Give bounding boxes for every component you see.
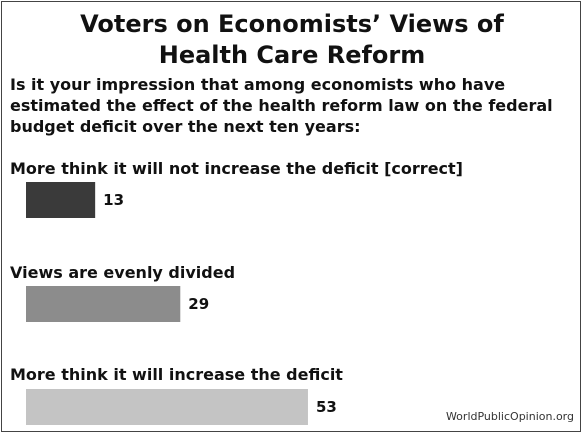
category-label-more-think-it-will-increase-the-deficit: More think it will increase the deficit <box>10 365 343 384</box>
bar-views-are-evenly-divided <box>26 286 181 322</box>
value-label-more-think-it-will-not-increase-the-defi: 13 <box>103 191 124 209</box>
value-label-more-think-it-will-increase-the-deficit: 53 <box>316 398 337 416</box>
chart-title-line-1: Voters on Economists’ Views of <box>80 10 504 38</box>
category-label-more-think-it-will-not-increase-the-defi: More think it will not increase the defi… <box>10 159 463 178</box>
chart-title-line-2: Health Care Reform <box>158 41 426 69</box>
value-label-views-are-evenly-divided: 29 <box>188 295 209 313</box>
survey-question: Is it your impression that among economi… <box>10 75 553 136</box>
category-label-views-are-evenly-divided: Views are evenly divided <box>10 263 235 282</box>
source-credit: WorldPublicOpinion.org <box>445 410 574 423</box>
bar-more-think-it-will-increase-the-deficit <box>26 389 308 425</box>
bar-more-think-it-will-not-increase-the-defi <box>26 182 96 218</box>
